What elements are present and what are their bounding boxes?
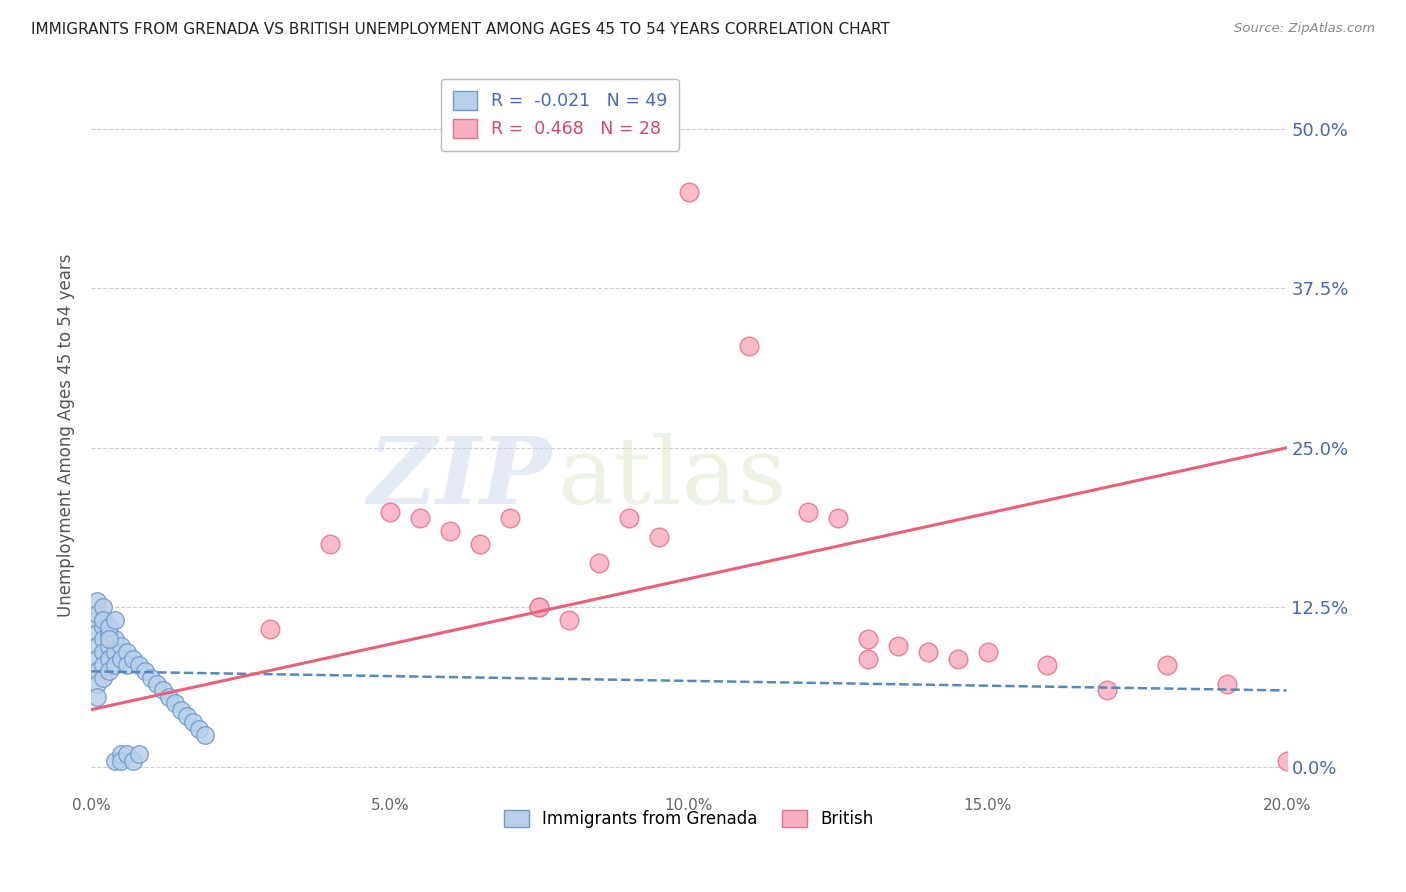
Text: Source: ZipAtlas.com: Source: ZipAtlas.com: [1234, 22, 1375, 36]
Point: [91, 632, 114, 647]
Point: [558, 613, 581, 627]
Point: [134, 665, 156, 679]
Point: [115, 657, 138, 672]
Point: [128, 747, 150, 762]
Point: [110, 754, 132, 768]
Point: [86, 639, 108, 653]
Point: [98, 632, 121, 647]
Point: [104, 632, 127, 647]
Point: [98, 665, 121, 679]
Point: [468, 536, 491, 550]
Point: [797, 505, 820, 519]
Point: [1275, 754, 1298, 768]
Point: [529, 600, 551, 615]
Point: [98, 619, 121, 633]
Point: [122, 651, 145, 665]
Point: [104, 613, 127, 627]
Point: [1156, 657, 1178, 672]
Point: [678, 186, 700, 200]
Point: [146, 677, 169, 691]
Point: [86, 677, 108, 691]
Text: atlas: atlas: [557, 433, 786, 523]
Point: [409, 511, 432, 525]
Point: [91, 657, 114, 672]
Text: IMMIGRANTS FROM GRENADA VS BRITISH UNEMPLOYMENT AMONG AGES 45 TO 54 YEARS CORREL: IMMIGRANTS FROM GRENADA VS BRITISH UNEMP…: [31, 22, 890, 37]
Point: [439, 524, 461, 538]
Point: [617, 511, 640, 525]
Point: [86, 607, 108, 621]
Point: [529, 600, 551, 615]
Point: [104, 645, 127, 659]
Point: [98, 651, 121, 665]
Point: [1036, 657, 1059, 672]
Point: [827, 511, 849, 525]
Point: [856, 632, 879, 647]
Point: [122, 754, 145, 768]
Point: [181, 715, 204, 730]
Point: [115, 645, 138, 659]
Point: [737, 338, 759, 352]
Point: [588, 556, 610, 570]
Point: [91, 600, 114, 615]
Point: [86, 626, 108, 640]
Point: [917, 645, 939, 659]
Point: [157, 690, 180, 704]
Point: [194, 728, 217, 742]
Point: [128, 657, 150, 672]
Point: [104, 657, 127, 672]
Point: [378, 505, 401, 519]
Point: [1216, 677, 1239, 691]
Point: [319, 536, 342, 550]
Point: [498, 511, 520, 525]
Point: [110, 651, 132, 665]
Point: [98, 626, 121, 640]
Point: [86, 651, 108, 665]
Point: [91, 671, 114, 685]
Point: [176, 709, 198, 723]
Text: ZIP: ZIP: [367, 433, 551, 523]
Point: [163, 696, 186, 710]
Point: [86, 594, 108, 608]
Point: [139, 671, 162, 685]
Point: [648, 530, 671, 544]
Point: [856, 651, 879, 665]
Point: [187, 722, 209, 736]
Point: [887, 639, 910, 653]
Point: [170, 703, 193, 717]
Point: [977, 645, 1000, 659]
Point: [115, 747, 138, 762]
Point: [98, 639, 121, 653]
Point: [259, 622, 281, 636]
Point: [91, 619, 114, 633]
Point: [86, 690, 108, 704]
Point: [152, 683, 174, 698]
Point: [86, 665, 108, 679]
Y-axis label: Unemployment Among Ages 45 to 54 years: Unemployment Among Ages 45 to 54 years: [58, 253, 75, 616]
Point: [104, 754, 127, 768]
Point: [86, 613, 108, 627]
Point: [1097, 683, 1119, 698]
Point: [110, 639, 132, 653]
Point: [91, 613, 114, 627]
Point: [91, 645, 114, 659]
Point: [110, 747, 132, 762]
Legend: Immigrants from Grenada, British: Immigrants from Grenada, British: [498, 803, 880, 834]
Point: [946, 651, 969, 665]
